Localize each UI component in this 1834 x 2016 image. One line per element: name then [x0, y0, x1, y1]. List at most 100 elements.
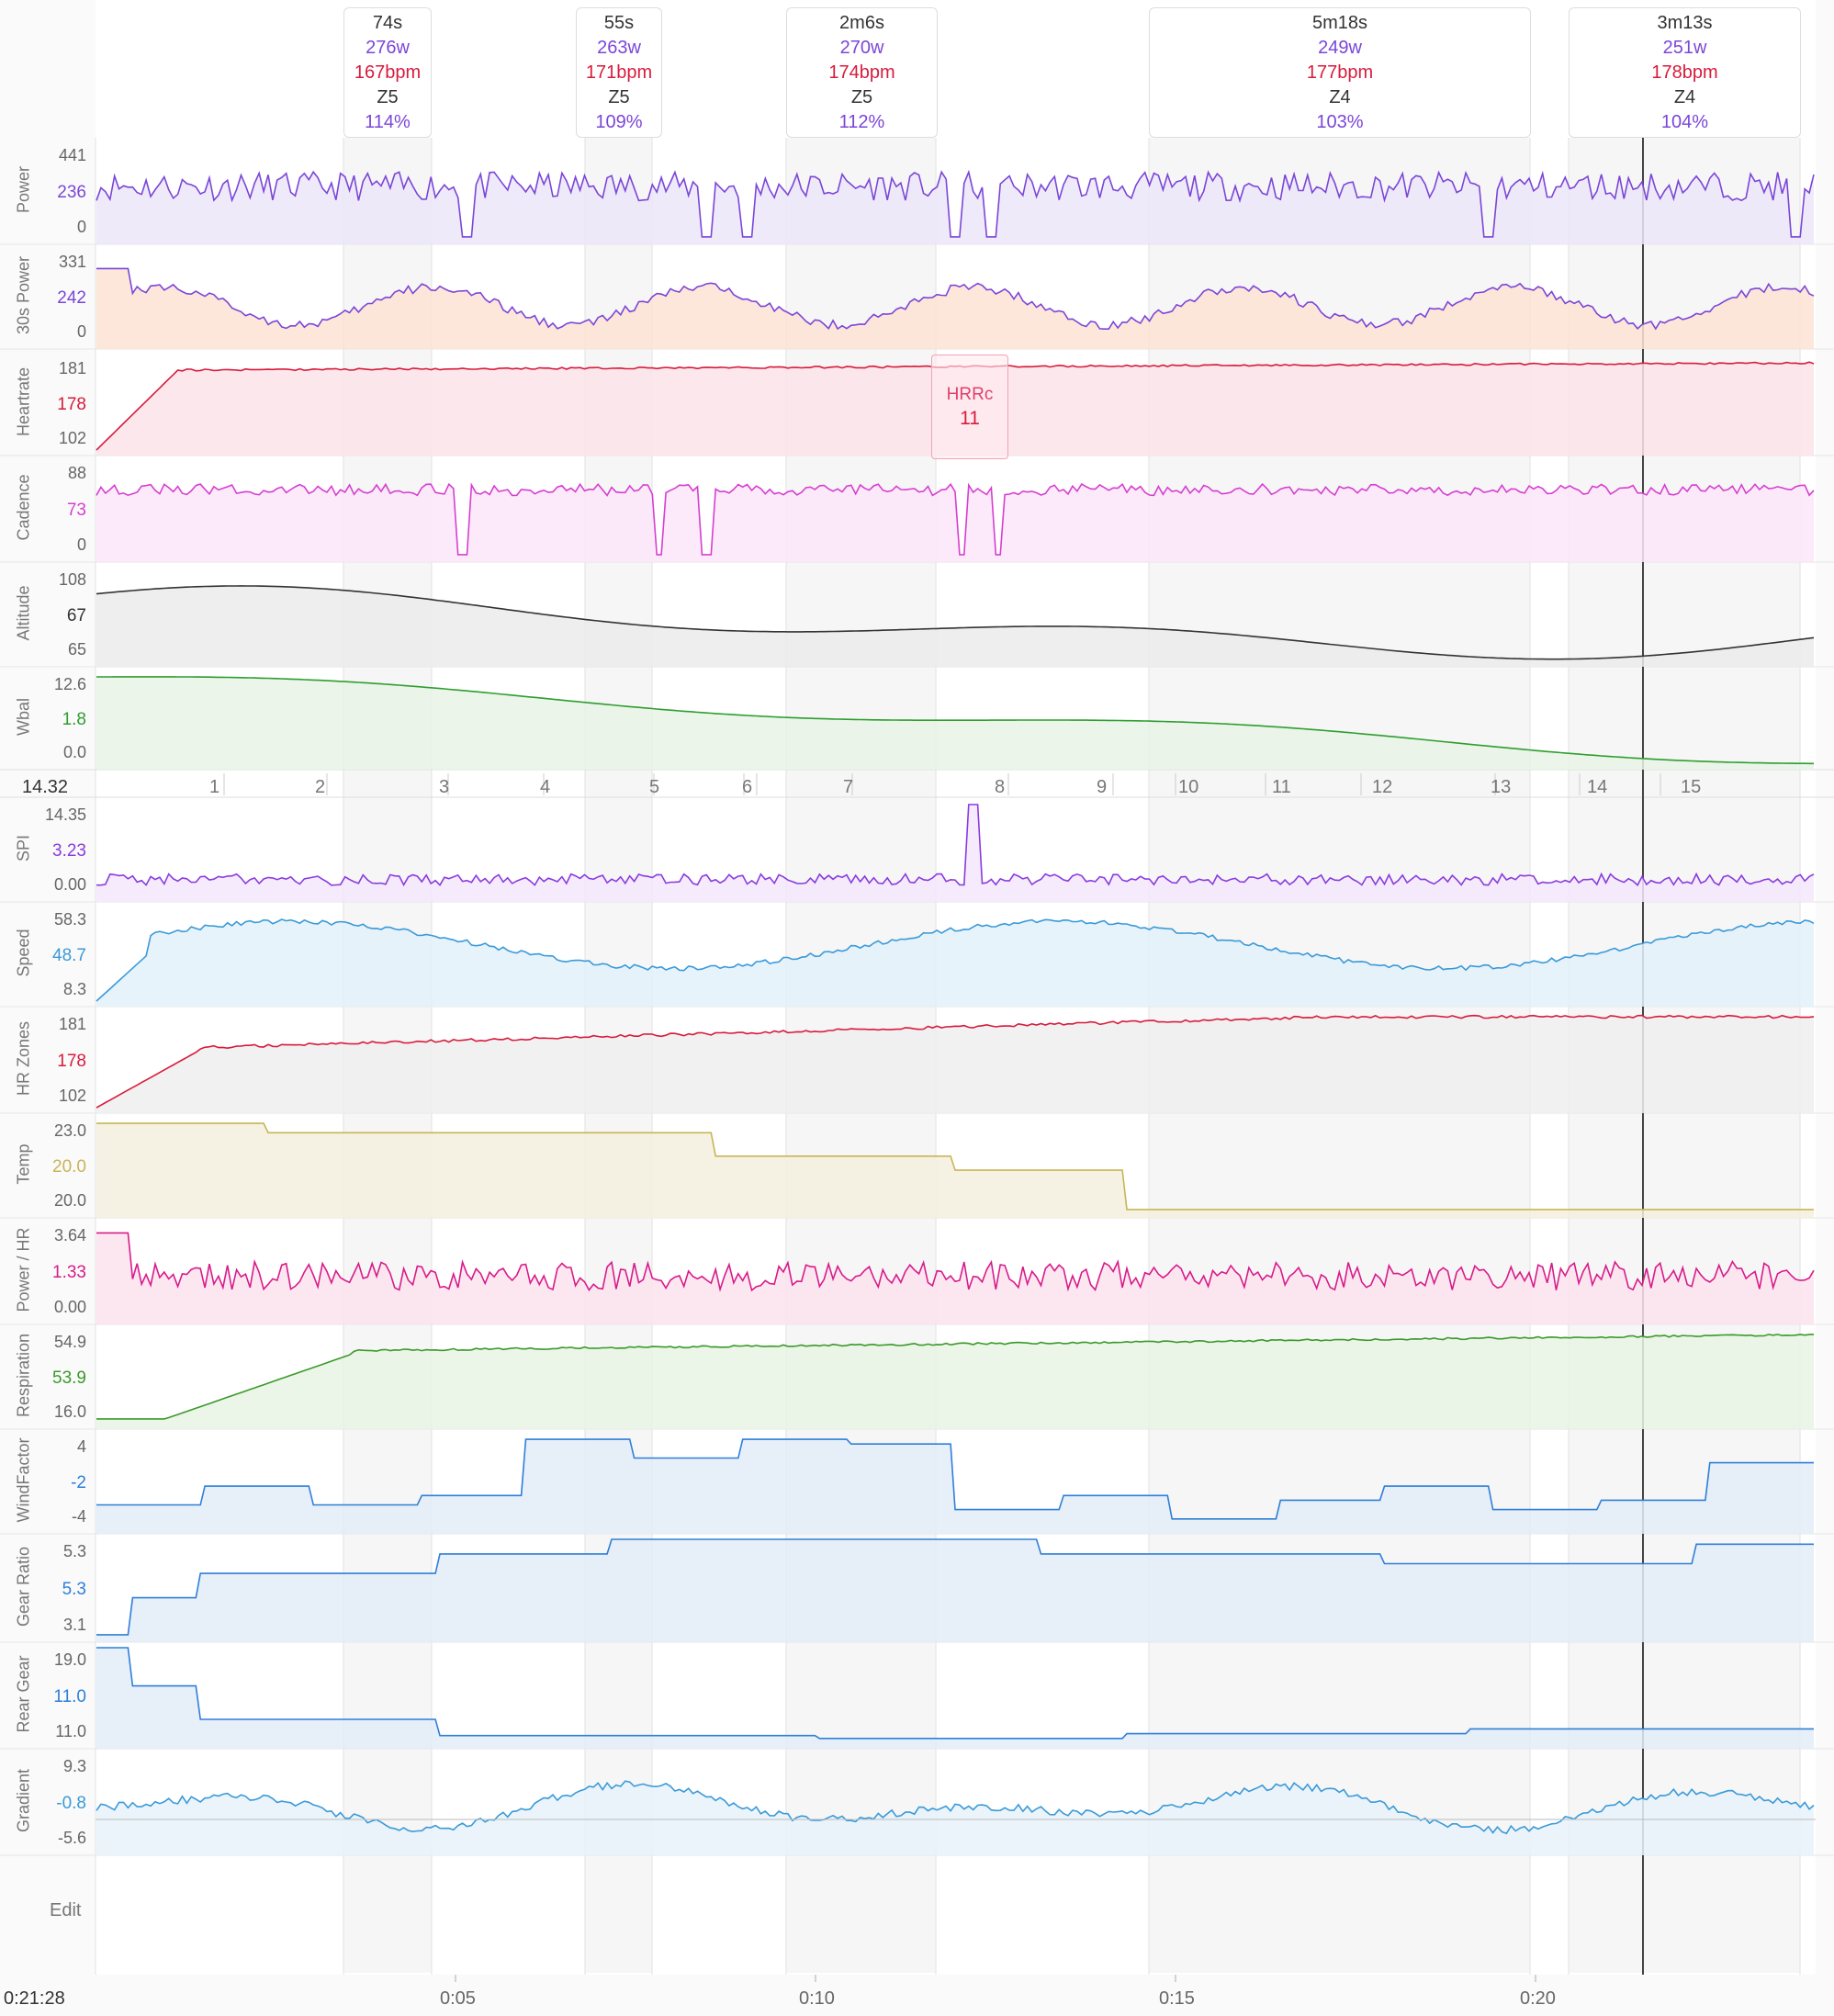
interval-power: 263w: [597, 37, 641, 58]
interval-percent: 109%: [595, 111, 643, 132]
series-area: [96, 1439, 1814, 1534]
row-label: Temp: [14, 1143, 33, 1185]
interval-box[interactable]: 3m13s 251w 178bpm Z4 104%: [1569, 7, 1801, 138]
series-area: [96, 1334, 1814, 1429]
current-value: 53.9: [52, 1368, 86, 1388]
row-label: Power / HR: [14, 1227, 33, 1312]
lap-number[interactable]: 4: [540, 777, 551, 797]
row-label: Gear Ratio: [14, 1546, 33, 1627]
row-label: Wbal: [14, 698, 33, 737]
axis-max-value: 54.9: [53, 1333, 86, 1351]
axis-max-value: 58.3: [53, 910, 86, 929]
current-value: 242: [57, 288, 86, 308]
series-line: [96, 267, 1815, 331]
current-value: -0.8: [56, 1794, 86, 1813]
row-label: Heartrate: [14, 366, 33, 437]
series-line: [96, 1538, 1814, 1636]
row-label: HR Zones: [14, 1020, 33, 1097]
axis-min-value: 0.0: [62, 743, 86, 761]
row-label: Gradient: [14, 1768, 33, 1833]
row-label: Power: [14, 165, 33, 214]
current-value: -2: [71, 1473, 86, 1492]
axis-min-value: 65: [67, 640, 86, 659]
hrrc-marker[interactable]: HRRc 11: [931, 355, 1008, 459]
axis-max-value: 3.64: [53, 1226, 86, 1245]
axis-min-value: 16.0: [53, 1402, 86, 1421]
series-line: [96, 804, 1815, 887]
lap-number[interactable]: 5: [649, 777, 660, 797]
lap-number[interactable]: 12: [1372, 777, 1393, 797]
interval-heartrate: 174bpm: [828, 62, 895, 83]
interval-power: 276w: [366, 37, 410, 58]
lap-number[interactable]: 7: [843, 777, 854, 797]
axis-max-value: 441: [58, 146, 86, 164]
lap-number[interactable]: 15: [1681, 777, 1702, 797]
row-label: WindFactor: [14, 1437, 33, 1523]
axis-max-value: 14.35: [44, 805, 86, 824]
row-label: Rear Gear: [14, 1655, 33, 1733]
interval-zone: Z5: [850, 86, 873, 107]
axis-max-value: 9.3: [62, 1757, 86, 1775]
series-area: [96, 268, 1814, 349]
axis-min-value: 11.0: [55, 1722, 86, 1740]
row-label: Respiration: [14, 1333, 33, 1418]
lap-number[interactable]: 8: [995, 777, 1006, 797]
lap-number[interactable]: 2: [315, 777, 326, 797]
interval-box[interactable]: 2m6s 270w 174bpm Z5 112%: [786, 7, 938, 138]
row-label: 30s Power: [14, 255, 33, 335]
series-line: [96, 1232, 1815, 1292]
interval-heartrate: 177bpm: [1306, 62, 1374, 83]
interval-zone: Z5: [377, 86, 399, 107]
series-line: [96, 1122, 1814, 1211]
interval-duration: 3m13s: [1657, 12, 1713, 33]
interval-box[interactable]: 5m18s 249w 177bpm Z4 103%: [1149, 7, 1531, 138]
edit-charts-link[interactable]: Edit: [50, 1900, 82, 1920]
axis-max-value: 12.6: [53, 675, 86, 693]
lap-number[interactable]: 3: [439, 777, 450, 797]
lap-number[interactable]: 11: [1272, 777, 1291, 797]
interval-duration: 2m6s: [839, 12, 884, 33]
time-tick: 0:20: [1520, 1988, 1556, 2009]
time-tick: 0:15: [1159, 1988, 1195, 2009]
current-value: 178: [57, 1052, 86, 1071]
lap-number[interactable]: 13: [1491, 777, 1512, 797]
current-value: 5.3: [62, 1580, 86, 1599]
series-line: [96, 676, 1814, 765]
interval-box[interactable]: 55s 263w 171bpm Z5 109%: [576, 7, 662, 138]
axis-min-value: 102: [58, 429, 86, 447]
lap-number[interactable]: 1: [209, 777, 220, 797]
current-value: 73: [66, 501, 86, 520]
interval-box[interactable]: 74s 276w 167bpm Z5 114%: [343, 7, 432, 138]
interval-heartrate: 167bpm: [354, 62, 422, 83]
series-area: [96, 1233, 1814, 1324]
current-value: 1.8: [62, 710, 86, 729]
series-area: [96, 172, 1814, 244]
interval-percent: 104%: [1660, 111, 1709, 132]
axis-min-value: 0: [76, 322, 86, 341]
series-area: [96, 1781, 1814, 1855]
cursor-time: 0:21:28: [4, 1988, 65, 2009]
axis-max-value: 88: [67, 464, 86, 482]
lap-number[interactable]: 9: [1097, 777, 1108, 797]
interval-percent: 114%: [365, 111, 411, 132]
axis-max-value: 181: [58, 1015, 86, 1033]
series-line: [96, 1014, 1815, 1109]
lap-number[interactable]: 14: [1587, 777, 1608, 797]
interval-heartrate: 171bpm: [585, 62, 653, 83]
lap-number[interactable]: 6: [742, 777, 753, 797]
current-value: 20.0: [52, 1157, 86, 1177]
interval-heartrate: 178bpm: [1651, 62, 1718, 83]
axis-max-value: 19.0: [53, 1650, 86, 1669]
axis-max-value: 4: [76, 1437, 86, 1456]
axis-min-value: -4: [71, 1507, 86, 1526]
lap-bar-left-value: 14.32: [22, 777, 69, 797]
series-area: [96, 1539, 1814, 1642]
interval-zone: Z4: [1673, 86, 1696, 107]
current-value: 178: [57, 395, 86, 414]
lap-number[interactable]: 10: [1178, 777, 1199, 797]
interval-duration: 55s: [603, 12, 635, 33]
series-area: [96, 585, 1814, 667]
interval-duration: 74s: [372, 12, 403, 33]
